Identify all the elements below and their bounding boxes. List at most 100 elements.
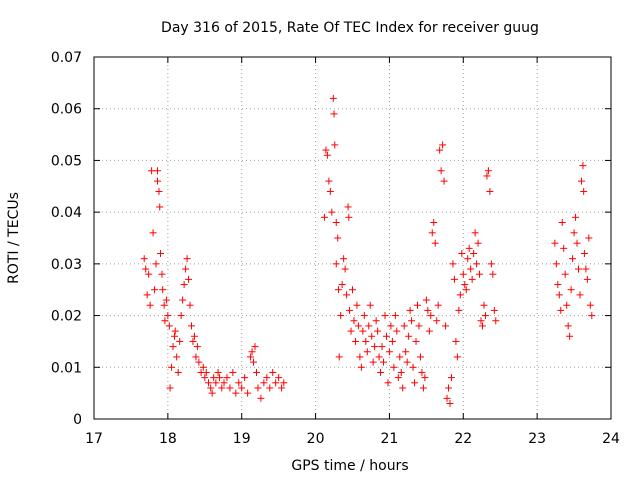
data-point bbox=[266, 384, 274, 392]
data-point bbox=[582, 265, 590, 273]
data-point bbox=[399, 384, 407, 392]
data-point bbox=[220, 379, 228, 387]
data-point bbox=[173, 353, 181, 361]
data-point bbox=[406, 306, 414, 314]
data-point bbox=[387, 322, 395, 330]
data-point bbox=[328, 208, 336, 216]
x-axis-label: GPS time / hours bbox=[291, 458, 408, 474]
data-point bbox=[569, 255, 577, 263]
data-point bbox=[252, 368, 260, 376]
y-tick-label: 0.02 bbox=[51, 309, 82, 325]
data-point bbox=[247, 353, 255, 361]
data-point bbox=[250, 358, 258, 366]
data-point bbox=[492, 317, 500, 325]
data-point bbox=[455, 306, 463, 314]
data-point bbox=[143, 291, 151, 299]
data-point bbox=[193, 343, 201, 351]
data-point bbox=[362, 337, 370, 345]
data-point bbox=[330, 110, 338, 118]
data-point bbox=[411, 379, 419, 387]
data-point bbox=[344, 203, 352, 211]
data-point bbox=[151, 286, 159, 294]
data-point bbox=[185, 275, 193, 283]
data-point bbox=[447, 374, 455, 382]
y-tick-label: 0.04 bbox=[51, 205, 82, 221]
data-point bbox=[325, 177, 333, 185]
x-tick-label: 19 bbox=[233, 431, 251, 447]
data-point bbox=[487, 260, 495, 268]
data-point bbox=[323, 151, 331, 159]
data-point bbox=[350, 317, 358, 325]
data-point bbox=[446, 399, 454, 407]
data-point bbox=[378, 343, 386, 351]
x-tick-label: 22 bbox=[454, 431, 472, 447]
data-point bbox=[171, 332, 179, 340]
data-point bbox=[202, 368, 210, 376]
data-point bbox=[322, 146, 330, 154]
data-point bbox=[359, 327, 367, 335]
data-point bbox=[340, 255, 348, 263]
data-point bbox=[155, 187, 163, 195]
data-point bbox=[347, 327, 355, 335]
data-point bbox=[583, 275, 591, 283]
data-point bbox=[476, 270, 484, 278]
data-point bbox=[162, 296, 170, 304]
data-point bbox=[468, 275, 476, 283]
data-point bbox=[394, 374, 402, 382]
data-point bbox=[422, 296, 430, 304]
data-point bbox=[334, 234, 342, 242]
data-point bbox=[156, 250, 164, 258]
data-point bbox=[331, 141, 339, 149]
data-point bbox=[218, 384, 226, 392]
data-point bbox=[226, 384, 234, 392]
data-point bbox=[180, 281, 188, 289]
data-point bbox=[416, 353, 424, 361]
data-point bbox=[269, 368, 277, 376]
data-point bbox=[353, 301, 361, 309]
data-point bbox=[461, 281, 469, 289]
data-point bbox=[187, 322, 195, 330]
data-point bbox=[169, 343, 177, 351]
data-point bbox=[572, 213, 580, 221]
data-point bbox=[166, 384, 174, 392]
data-point bbox=[229, 368, 237, 376]
data-points bbox=[140, 94, 596, 407]
data-point bbox=[419, 384, 427, 392]
data-point bbox=[480, 301, 488, 309]
data-point bbox=[146, 301, 154, 309]
data-point bbox=[400, 322, 408, 330]
data-point bbox=[216, 374, 224, 382]
data-point bbox=[332, 260, 340, 268]
data-point bbox=[149, 229, 157, 237]
data-point bbox=[179, 296, 187, 304]
plot-frame bbox=[93, 56, 612, 420]
data-point bbox=[260, 379, 268, 387]
data-point bbox=[554, 281, 562, 289]
data-point bbox=[459, 270, 467, 278]
data-point bbox=[160, 301, 168, 309]
data-point bbox=[371, 343, 379, 351]
data-point bbox=[363, 348, 371, 356]
data-point bbox=[567, 286, 575, 294]
data-point bbox=[349, 286, 356, 294]
data-point bbox=[182, 265, 190, 273]
data-point bbox=[384, 379, 392, 387]
data-point bbox=[462, 286, 470, 294]
data-point bbox=[470, 250, 478, 258]
data-point bbox=[140, 255, 148, 263]
data-point bbox=[397, 368, 405, 376]
data-point bbox=[458, 250, 466, 258]
data-point bbox=[449, 260, 457, 268]
data-point bbox=[588, 312, 596, 320]
data-point bbox=[473, 260, 481, 268]
data-point bbox=[452, 337, 460, 345]
data-point bbox=[453, 353, 461, 361]
data-point bbox=[412, 337, 420, 345]
data-point bbox=[214, 368, 222, 376]
gridlines bbox=[94, 57, 611, 419]
data-point bbox=[558, 218, 566, 226]
data-point bbox=[272, 379, 280, 387]
data-point bbox=[189, 337, 197, 345]
y-tick-label: 0.07 bbox=[51, 50, 82, 66]
data-point bbox=[159, 286, 167, 294]
